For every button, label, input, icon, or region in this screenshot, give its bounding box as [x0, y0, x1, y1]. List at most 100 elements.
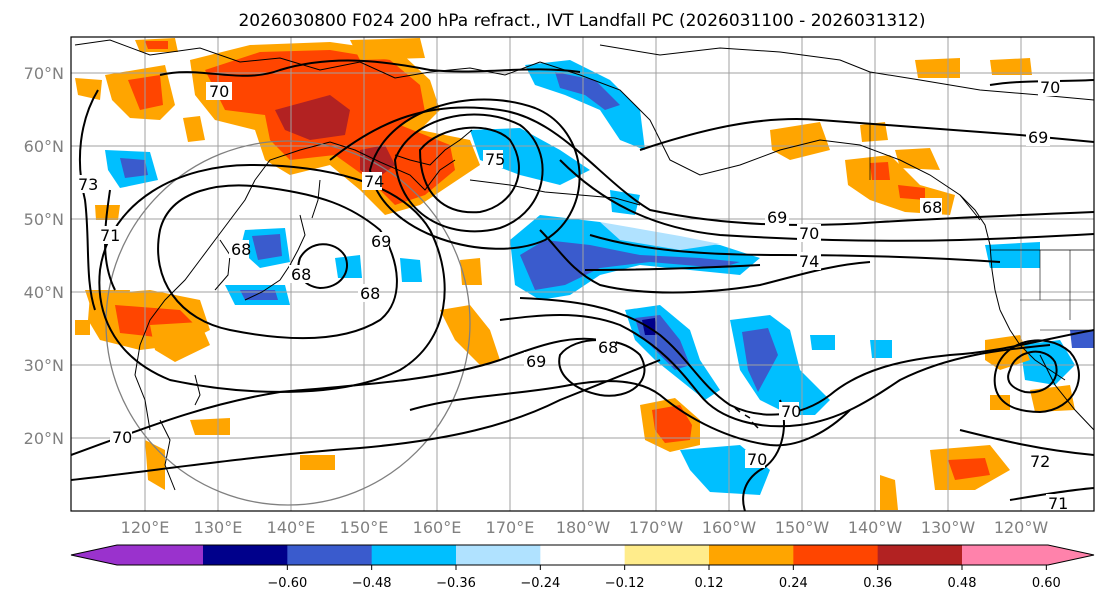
lon-label: 170°E	[486, 518, 535, 537]
contour-low-3	[368, 98, 581, 250]
lon-label: 130°E	[194, 518, 243, 537]
colorbar-bin	[287, 545, 373, 565]
contour-asia-ridge	[157, 184, 398, 340]
contour-jet-3	[589, 234, 1001, 263]
contour-label: 73	[78, 175, 98, 194]
colorbar-tick-label: −0.24	[520, 576, 560, 591]
lat-label: 60°N	[24, 137, 64, 156]
shade-positive-goa3	[860, 122, 888, 142]
coast-canada	[869, 71, 1094, 101]
contour-label: 72	[1030, 452, 1050, 471]
refractivity-contours	[71, 59, 1094, 511]
shade-negative-bering-core	[555, 72, 620, 110]
lon-label: 180°W	[556, 518, 611, 537]
range-circle	[105, 140, 471, 506]
border-us-states	[1020, 250, 1094, 331]
shaded-fields	[75, 38, 1094, 510]
contour-label: 68	[291, 265, 311, 284]
colorbar-tick-label: 0.24	[779, 576, 808, 591]
map-title: 2026030800 F024 200 hPa refract., IVT La…	[238, 11, 925, 31]
colorbar-tick-label: −0.60	[267, 576, 307, 591]
shade-negative-japan3	[335, 255, 362, 278]
contour-labels: 70 73 71 69 68 68 68 75 74 69 70 74 69	[76, 78, 1072, 513]
longitude-labels: 120°E 130°E 140°E 150°E 160°E 170°E 180°…	[121, 518, 1049, 537]
coast-korea	[214, 239, 231, 291]
contour-label: 68	[922, 198, 942, 217]
contour-ep-loop2	[993, 339, 1080, 414]
contour-label: 70	[112, 428, 132, 447]
contour-jet-2	[559, 159, 1094, 242]
contour-mid-1	[499, 314, 1051, 428]
contour-label: 70	[799, 224, 819, 243]
lat-label: 70°N	[24, 64, 64, 83]
contour-72-se	[959, 429, 1094, 456]
contour-label: 71	[1048, 494, 1068, 513]
contour-label: 70	[1040, 78, 1060, 97]
colorbar-tick-label: −0.36	[436, 576, 476, 591]
colorbar-outline	[70, 544, 1095, 566]
lon-label: 160°E	[413, 518, 462, 537]
shade-strong-arctic1	[145, 41, 168, 49]
shade-negative-jet-light	[600, 222, 720, 250]
map-border	[70, 36, 1095, 512]
colorbar-tick-label: −0.48	[352, 576, 392, 591]
colorbar-bin	[203, 545, 288, 565]
contour-asia-ridge-2	[98, 163, 446, 393]
lat-label: 20°N	[24, 429, 64, 448]
latitude-labels: 70°N 60°N 50°N 40°N 30°N 20°N	[24, 64, 64, 448]
colorbar-tick-label: 0.60	[1032, 576, 1061, 591]
shade-strong-goa1	[870, 162, 925, 200]
shade-negative-cp2-core	[742, 328, 778, 392]
colorbar-bin	[877, 545, 963, 565]
coastlines	[74, 39, 1094, 491]
shade-positive-goa5	[915, 58, 960, 78]
lon-label: 150°E	[340, 518, 389, 537]
contour-label: 69	[526, 352, 546, 371]
shade-positive-goa4	[895, 148, 940, 170]
lon-label: 140°W	[848, 518, 903, 537]
colorbar-bin	[456, 545, 541, 565]
colorbar-tick-label: 0.36	[863, 576, 892, 591]
contour-label: 70	[747, 450, 767, 469]
lat-label: 30°N	[24, 356, 64, 375]
lon-label: 130°W	[921, 518, 976, 537]
contour-mid-2	[409, 380, 851, 447]
coast-kamchatka	[394, 129, 473, 166]
contour-label: 70	[209, 82, 229, 101]
shade-positive-nw3	[183, 116, 205, 142]
lon-label: 140°E	[267, 518, 316, 537]
contour-label: 69	[1028, 128, 1048, 147]
coast-okhotsk	[254, 141, 456, 191]
lat-label: 40°N	[24, 283, 64, 302]
shade-negative-ep1	[985, 242, 1040, 268]
contour-label: 68	[231, 240, 251, 259]
colorbar-bin	[540, 545, 626, 565]
coast-asia-arctic	[74, 39, 541, 79]
shade-negative-kam2	[610, 190, 640, 215]
colorbar: −0.60 −0.48 −0.36 −0.24 −0.12 0.12 0.24 0.36 0.4…	[70, 544, 1095, 591]
contour-71-se	[1009, 487, 1094, 501]
contour-label: 74	[364, 172, 384, 191]
colorbar-extension-high	[962, 545, 1094, 565]
contour-label: 70	[781, 402, 801, 421]
map-layers: 70 73 71 69 68 68 68 75 74 69 70 74 69	[71, 37, 1094, 513]
colorbar-bin	[709, 545, 794, 565]
contour-low-2	[393, 113, 544, 233]
contour-70-north	[159, 59, 581, 77]
shade-positive-wp5	[460, 258, 482, 285]
shade-positive-wp6	[190, 418, 230, 435]
shade-positive-goa2	[770, 122, 830, 160]
shade-positive-arctic2	[350, 38, 425, 60]
contour-label: 69	[371, 232, 391, 251]
contour-jet-5	[539, 229, 871, 294]
contour-70-ne	[989, 79, 1094, 86]
contour-label: 68	[598, 338, 618, 357]
colorbar-bin	[624, 545, 710, 565]
shade-negative-japan4	[400, 258, 422, 282]
lat-label: 50°N	[24, 210, 64, 229]
colorbar-bin	[371, 545, 457, 565]
lon-label: 150°W	[775, 518, 830, 537]
shade-negative-china-core	[120, 158, 148, 178]
shade-positive-goa6	[990, 58, 1032, 75]
